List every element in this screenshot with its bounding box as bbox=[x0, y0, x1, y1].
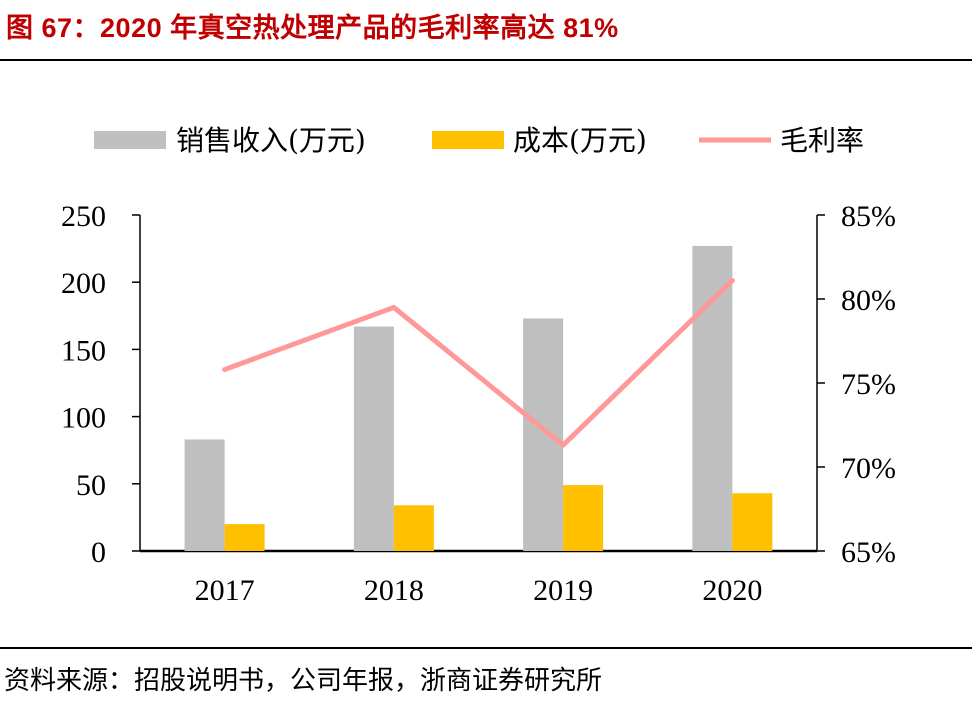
right-tick-label: 65% bbox=[841, 536, 896, 569]
cost-bar bbox=[393, 505, 434, 551]
right-tick-label: 80% bbox=[841, 284, 896, 317]
left-tick-label: 200 bbox=[61, 267, 106, 300]
cost-bar bbox=[563, 485, 604, 551]
source-rule bbox=[0, 647, 972, 649]
left-tick-label: 50 bbox=[76, 469, 106, 502]
revenue-bar bbox=[692, 245, 733, 552]
x-tick-label: 2020 bbox=[702, 574, 762, 607]
legend-label-0: 销售收入(万元) bbox=[176, 124, 366, 157]
gross-margin-line bbox=[222, 278, 735, 448]
x-tick-label: 2019 bbox=[533, 574, 593, 607]
left-tick-label: 150 bbox=[61, 334, 106, 367]
revenue-bar bbox=[353, 326, 394, 551]
legend-swatch-1 bbox=[432, 131, 504, 149]
legend-label-2: 毛利率 bbox=[780, 124, 864, 157]
title-rule bbox=[0, 59, 972, 61]
left-tick-label: 250 bbox=[61, 200, 106, 233]
right-tick-label: 75% bbox=[841, 368, 896, 401]
source-note: 资料来源：招股说明书，公司年报，浙商证券研究所 bbox=[4, 666, 603, 696]
chart-tick-labels: 0 50 100 150 200 250 65% 70% 75% 80% 85% 2017 2018 20… bbox=[61, 200, 896, 607]
revenue-bar bbox=[523, 318, 564, 551]
cost-bar bbox=[732, 493, 773, 551]
chart-legend: 销售收入(万元) 成本(万元) 毛利率 bbox=[94, 124, 864, 157]
revenue-bar bbox=[184, 439, 225, 551]
x-tick-label: 2017 bbox=[195, 574, 255, 607]
figure-title: 图 67：2020 年真空热处理产品的毛利率高达 81% bbox=[6, 13, 619, 43]
legend-label-1: 成本(万元) bbox=[513, 124, 647, 157]
left-tick-label: 0 bbox=[91, 536, 106, 569]
left-tick-label: 100 bbox=[61, 402, 106, 435]
right-tick-label: 70% bbox=[841, 452, 896, 485]
chart-line bbox=[222, 278, 735, 448]
cost-bar bbox=[224, 524, 265, 551]
right-tick-label: 85% bbox=[841, 200, 896, 233]
x-tick-label: 2018 bbox=[364, 574, 424, 607]
chart-bars bbox=[184, 245, 773, 552]
legend-swatch-0 bbox=[94, 131, 166, 149]
